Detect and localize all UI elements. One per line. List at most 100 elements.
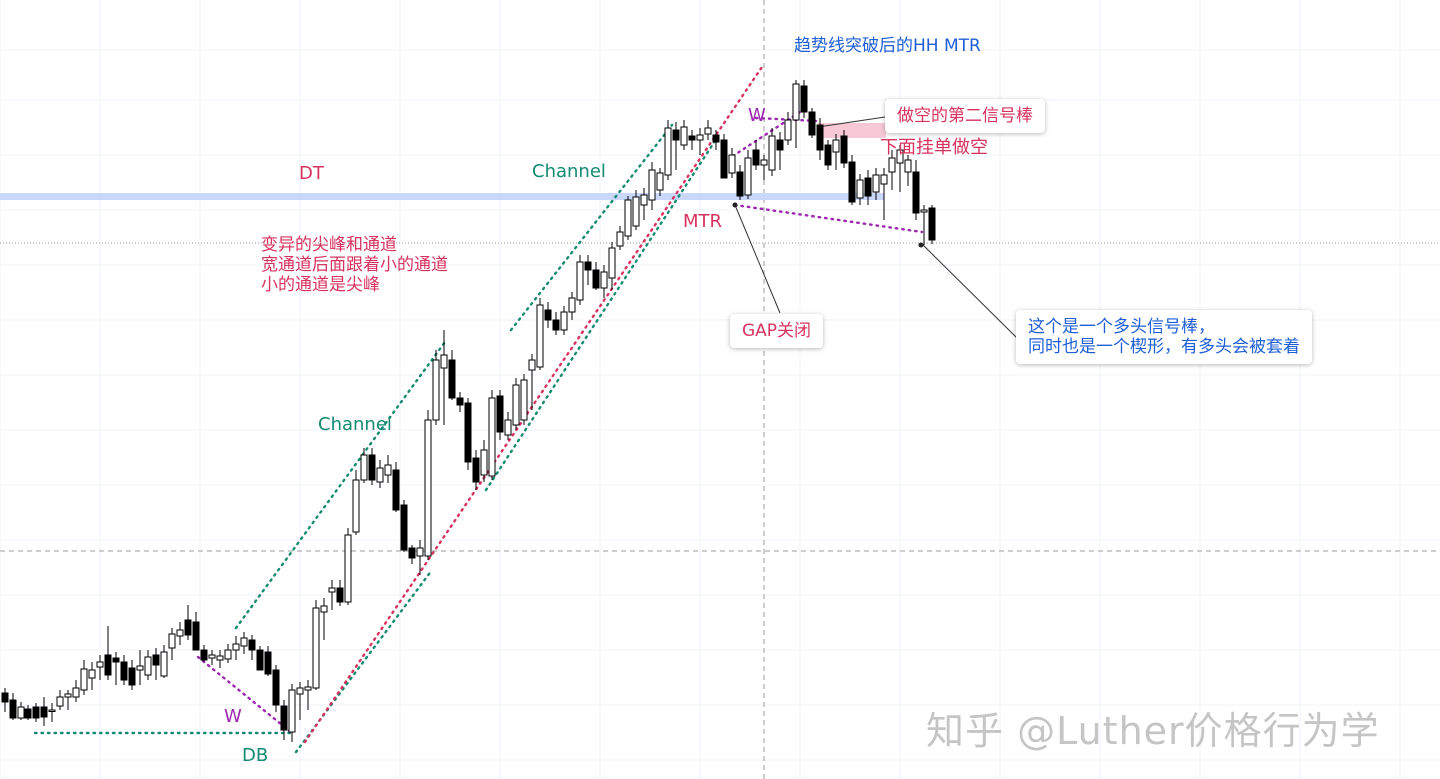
candle: [432, 350, 440, 425]
candle: [624, 196, 632, 240]
candle-body: [480, 449, 488, 476]
candle: [192, 612, 200, 651]
candle: [288, 684, 296, 742]
candle-body: [264, 651, 272, 675]
candle: [24, 705, 32, 720]
candle: [104, 626, 112, 680]
candle: [752, 140, 760, 170]
candle-body: [848, 161, 856, 203]
candle-body: [600, 271, 608, 289]
candle: [416, 540, 424, 575]
candle: [208, 650, 216, 665]
candle-body: [616, 231, 624, 247]
candle-body: [88, 669, 96, 679]
candle-body: [888, 157, 896, 173]
candle-body: [824, 144, 832, 166]
candle-body: [520, 379, 528, 421]
candle: [832, 134, 840, 170]
variant-note-line: 宽通道后面跟着小的通道: [261, 255, 448, 275]
candle: [512, 378, 520, 430]
candle-body: [168, 633, 176, 649]
candle: [240, 632, 248, 654]
candle-body: [216, 655, 224, 661]
candle: [384, 455, 392, 483]
candle-body: [896, 149, 904, 164]
chart-overlays: [0, 65, 1018, 754]
candle-body: [208, 654, 216, 659]
candle: [840, 130, 848, 168]
candle: [40, 697, 48, 726]
candle: [776, 132, 784, 170]
candle-body: [304, 686, 312, 691]
candle-body: [376, 467, 384, 483]
candle: [312, 600, 320, 690]
candle-body: [872, 174, 880, 193]
short-signal-highlight: [818, 123, 886, 138]
candle: [880, 168, 888, 220]
candle-body: [80, 668, 88, 691]
short-second-signal-callout: 做空的第二信号棒: [885, 99, 1045, 133]
candle: [184, 605, 192, 640]
candle: [56, 690, 64, 710]
candle: [96, 655, 104, 680]
candle-body: [360, 454, 368, 481]
candle-body: [176, 629, 184, 637]
candle: [536, 298, 544, 370]
candle: [32, 703, 40, 722]
candle-body: [448, 359, 456, 399]
marker-dot: [918, 242, 924, 248]
candle-body: [928, 207, 936, 241]
candle-body: [608, 247, 616, 279]
short-signal-leader-line: [817, 116, 886, 128]
candle: [560, 306, 568, 335]
candle-body: [488, 397, 496, 477]
candle-body: [456, 397, 464, 406]
candle-body: [752, 149, 760, 166]
candle: [248, 635, 256, 660]
candle-body: [280, 705, 288, 731]
candle-body: [832, 139, 840, 153]
candle: [304, 680, 312, 710]
candle: [480, 440, 488, 482]
candle: [136, 650, 144, 685]
watermark: 知乎 @Luther价格行为学: [926, 709, 1380, 753]
candle-body: [424, 419, 432, 557]
candle-body: [248, 639, 256, 651]
w-top-label: W: [748, 105, 766, 126]
candle-body: [224, 649, 232, 660]
candle: [912, 160, 920, 220]
candle-body: [72, 687, 80, 698]
dt-label: DT: [299, 163, 324, 184]
candle: [376, 460, 384, 488]
candle: [632, 190, 640, 230]
candle-body: [880, 174, 888, 185]
candle: [344, 528, 352, 605]
candle: [168, 628, 176, 660]
candle-body: [96, 661, 104, 668]
candle: [792, 80, 800, 148]
gap-leader-line: [734, 204, 781, 314]
candle: [72, 680, 80, 702]
candle: [728, 148, 736, 178]
candle: [704, 120, 712, 140]
candle-body: [464, 402, 472, 463]
candle: [808, 108, 816, 138]
candle-body: [736, 171, 744, 197]
candle-body: [656, 172, 664, 191]
candle: [64, 690, 72, 710]
marker-dot: [732, 202, 738, 208]
candle-body: [120, 661, 128, 681]
candle-body: [312, 607, 320, 689]
candle-body: [592, 269, 600, 289]
candle: [856, 174, 864, 205]
candle: [496, 390, 504, 440]
candle: [824, 140, 832, 170]
candle: [120, 655, 128, 685]
candle-body: [368, 454, 376, 481]
candle-body: [904, 159, 912, 173]
candle-body: [816, 124, 824, 151]
candle: [232, 636, 240, 660]
candle-body: [232, 643, 240, 651]
candle: [88, 662, 96, 690]
candle: [544, 302, 552, 328]
